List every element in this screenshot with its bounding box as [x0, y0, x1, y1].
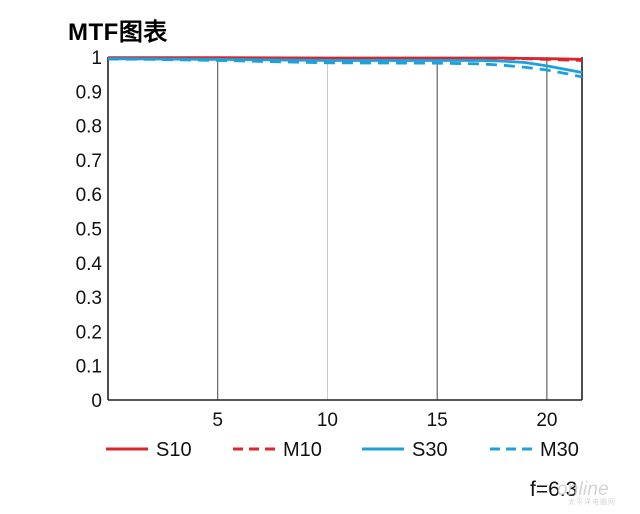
- y-tick-label: 1: [91, 48, 102, 69]
- axes: [107, 57, 583, 401]
- y-tick-label: 0.5: [76, 220, 102, 241]
- aperture-label: f=6.3: [530, 478, 578, 501]
- series-lines: [107, 56, 583, 79]
- legend-label: M30: [540, 439, 579, 461]
- legend-label: S30: [412, 439, 448, 461]
- watermark-subtext: 太平洋电脑网: [568, 499, 616, 506]
- y-tick-label: 0.7: [76, 151, 102, 172]
- y-tick-label: 0.6: [76, 185, 102, 206]
- y-axis-ticks: 0 0.1 0.2 0.3 0.4 0.5 0.6 0.7 0.8 0.9 1: [76, 48, 103, 412]
- legend-item-s10: S10: [106, 439, 192, 461]
- chart-title: MTF图表: [68, 19, 168, 46]
- x-tick-label: 20: [536, 410, 557, 431]
- grid: [217, 57, 548, 400]
- x-tick-label: 10: [317, 410, 338, 431]
- y-tick-label: 0.3: [76, 288, 102, 309]
- y-tick-label: 0: [91, 391, 102, 412]
- legend-item-m30: M30: [490, 439, 579, 461]
- x-axis-ticks: 5 10 15 20: [212, 410, 557, 431]
- y-tick-label: 0.4: [76, 254, 103, 275]
- legend: S10 M10 S30 M30: [106, 439, 579, 461]
- y-tick-label: 0.2: [76, 322, 102, 343]
- y-tick-label: 0.1: [76, 357, 102, 378]
- y-tick-label: 0.9: [76, 82, 102, 103]
- legend-label: S10: [156, 439, 192, 461]
- x-tick-label: 5: [212, 410, 223, 431]
- y-tick-label: 0.8: [76, 117, 102, 138]
- x-tick-label: 15: [427, 410, 448, 431]
- series-line-s30: [107, 57, 583, 74]
- legend-item-s30: S30: [362, 439, 448, 461]
- legend-label: M10: [283, 439, 322, 461]
- watermark: online: [557, 479, 609, 500]
- legend-item-m10: M10: [233, 439, 322, 461]
